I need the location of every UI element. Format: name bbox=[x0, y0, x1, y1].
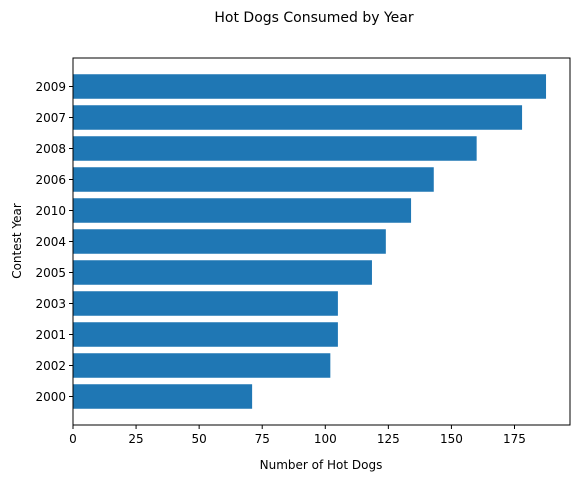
x-tick-label: 25 bbox=[128, 432, 143, 446]
bar-2003 bbox=[73, 291, 338, 316]
y-tick-group: 2009 2007 2008 2006 2010 2004 2005 2003 2001 2002… bbox=[35, 80, 73, 404]
y-tick-label: 2002 bbox=[35, 359, 66, 373]
x-axis-label: Number of Hot Dogs bbox=[260, 458, 383, 472]
y-tick-label: 2003 bbox=[35, 297, 66, 311]
y-axis-label: Contest Year bbox=[10, 203, 24, 279]
y-tick-label: 2009 bbox=[35, 80, 66, 94]
y-tick-label: 2008 bbox=[35, 142, 66, 156]
bar-2006 bbox=[73, 167, 434, 192]
bar-2008 bbox=[73, 136, 477, 161]
x-tick-label: 100 bbox=[314, 432, 337, 446]
x-tick-label: 175 bbox=[503, 432, 526, 446]
y-tick-label: 2006 bbox=[35, 173, 66, 187]
x-tick-label: 125 bbox=[377, 432, 400, 446]
chart-title: Hot Dogs Consumed by Year bbox=[214, 10, 413, 26]
bar-2004 bbox=[73, 229, 386, 254]
bar-2000 bbox=[73, 384, 253, 409]
bars-group bbox=[73, 74, 547, 409]
y-tick-label: 2010 bbox=[35, 204, 66, 218]
x-tick-label: 50 bbox=[192, 432, 207, 446]
y-tick-label: 2001 bbox=[35, 328, 66, 342]
y-tick-label: 2007 bbox=[35, 111, 66, 125]
y-tick-label: 2000 bbox=[35, 390, 66, 404]
y-tick-label: 2005 bbox=[35, 266, 66, 280]
x-tick-label: 75 bbox=[255, 432, 270, 446]
x-tick-label: 150 bbox=[440, 432, 463, 446]
bar-2009 bbox=[73, 74, 547, 99]
y-tick-label: 2004 bbox=[35, 235, 66, 249]
bar-2001 bbox=[73, 322, 338, 347]
x-tick-label: 0 bbox=[69, 432, 77, 446]
bar-2005 bbox=[73, 260, 372, 285]
bar-2010 bbox=[73, 198, 412, 223]
bar-2007 bbox=[73, 105, 523, 130]
bar-2002 bbox=[73, 353, 331, 378]
x-tick-group: 0 25 50 75 100 125 150 175 bbox=[69, 425, 526, 446]
plot-frame bbox=[72, 57, 571, 426]
